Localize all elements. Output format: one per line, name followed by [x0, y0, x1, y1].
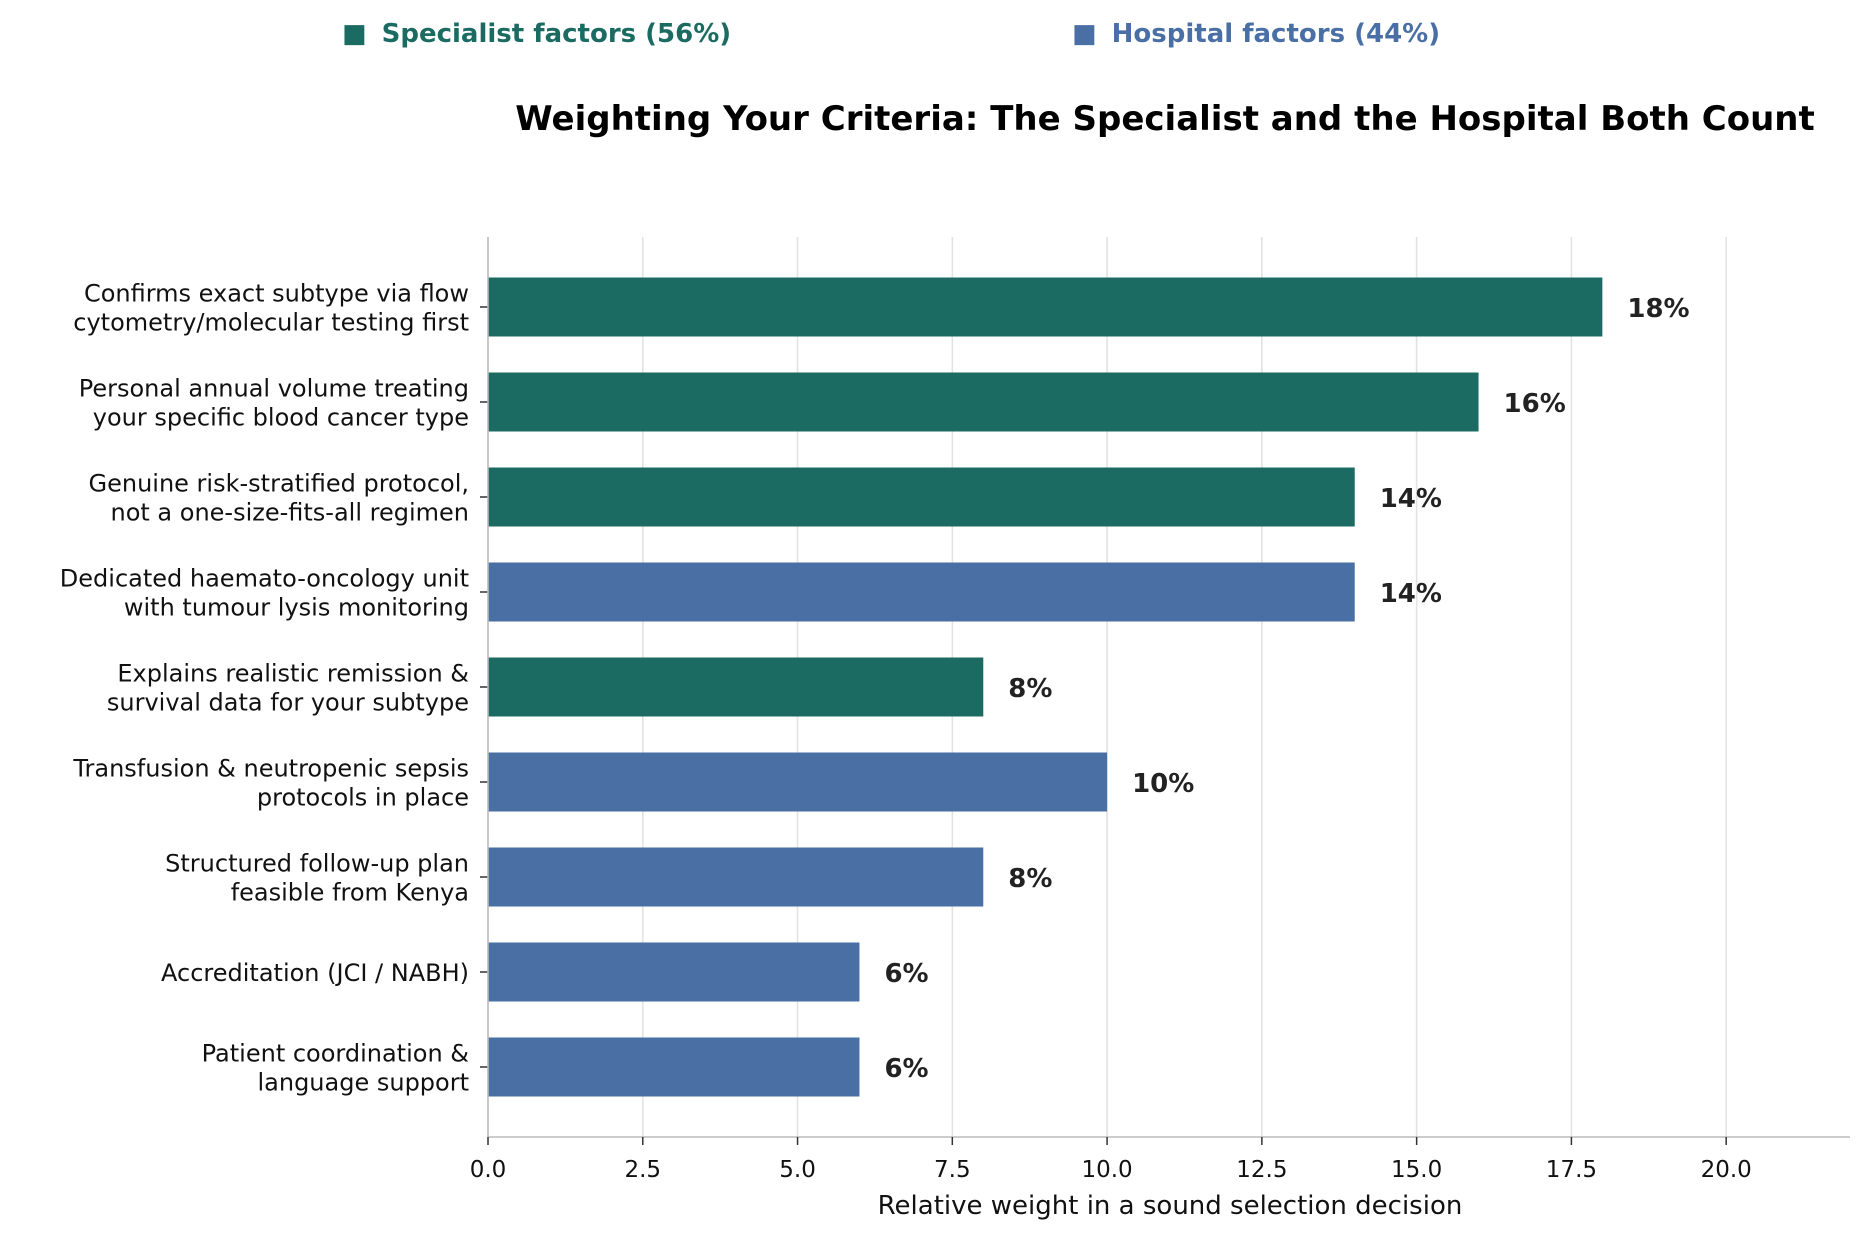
bar-5: [488, 752, 1108, 812]
category-label-line: Transfusion & neutropenic sepsis: [72, 755, 469, 783]
category-label-line: language support: [257, 1069, 469, 1097]
category-label-line: survival data for your subtype: [107, 689, 469, 717]
value-label-5: 10%: [1132, 769, 1194, 799]
category-label-6: Structured follow-up plan feasible from K…: [165, 850, 469, 907]
chart-title: Weighting Your Criteria: The Specialist …: [515, 99, 1815, 139]
category-label-line: not a one-size-fits-all regimen: [110, 499, 469, 527]
x-tick-label-5: 12.5: [1236, 1157, 1287, 1183]
x-tick-label-6: 15.0: [1391, 1157, 1442, 1183]
category-label-line: Structured follow-up plan: [165, 850, 469, 878]
category-label-4: Explains realistic remission & survival d…: [107, 660, 469, 717]
legend-marker-specialist: ■: [342, 19, 367, 49]
x-tick-label-0: 0.0: [470, 1157, 507, 1183]
legend-label-specialist: Specialist factors (56%): [382, 19, 732, 49]
category-label-5: Transfusion & neutropenic sepsis protocol…: [72, 755, 469, 812]
category-label-1: Personal annual volume treating your spec…: [79, 375, 469, 432]
x-tick-label-4: 10.0: [1081, 1157, 1132, 1183]
x-tick-label-2: 5.0: [779, 1157, 816, 1183]
bar-6: [488, 847, 984, 907]
category-label-line: feasible from Kenya: [231, 879, 469, 907]
legend-label-hospital: Hospital factors (44%): [1112, 19, 1440, 49]
value-label-0: 18%: [1627, 294, 1689, 324]
category-label-7: Accreditation (JCI / NABH): [161, 959, 469, 987]
bar-4: [488, 657, 984, 717]
category-label-8: Patient coordination & language support: [202, 1040, 469, 1097]
x-tick-label-8: 20.0: [1701, 1157, 1752, 1183]
axes: [480, 237, 1850, 1138]
category-label-0: Confirms exact subtype via flow cytometry…: [73, 280, 469, 337]
x-axis-label: Relative weight in a sound selection dec…: [878, 1191, 1463, 1221]
category-label-line: Genuine risk-stratified protocol,: [89, 470, 470, 498]
bar-3: [488, 562, 1355, 622]
bars: [488, 277, 1603, 1097]
category-label-line: your specific blood cancer type: [93, 404, 469, 432]
bar-1: [488, 372, 1479, 432]
bar-7: [488, 942, 860, 1002]
value-label-4: 8%: [1008, 674, 1052, 704]
category-label-3: Dedicated haemato-oncology unit with tumo…: [60, 565, 469, 622]
value-labels: 18% 16% 14% 14% 8% 10% 8% 6% 6%: [884, 294, 1689, 1084]
value-label-1: 16%: [1504, 389, 1566, 419]
bar-2: [488, 467, 1355, 527]
value-label-8: 6%: [884, 1054, 928, 1084]
x-tick-label-1: 2.5: [624, 1157, 661, 1183]
x-axis-ticks: 0.0 2.5 5.0 7.5 10.0 12.5 15.0 17.5 20.0: [470, 1137, 1752, 1183]
legend-entry-hospital: ■ Hospital factors (44%): [1072, 19, 1440, 49]
bar-8: [488, 1037, 860, 1097]
x-tick-label-7: 17.5: [1546, 1157, 1597, 1183]
legend-marker-hospital: ■: [1072, 19, 1097, 49]
value-label-3: 14%: [1380, 579, 1442, 609]
legend-entry-specialist: ■ Specialist factors (56%): [342, 19, 731, 49]
category-label-line: Explains realistic remission &: [117, 660, 469, 688]
category-label-line: protocols in place: [257, 784, 469, 812]
category-labels: Confirms exact subtype via flow cytometry…: [60, 280, 469, 1097]
category-label-line: Dedicated haemato-oncology unit: [60, 565, 469, 593]
category-label-line: with tumour lysis monitoring: [124, 594, 469, 622]
x-tick-label-3: 7.5: [934, 1157, 971, 1183]
category-label-2: Genuine risk-stratified protocol, not a o…: [89, 470, 470, 527]
category-label-line: Accreditation (JCI / NABH): [161, 959, 469, 987]
value-label-6: 8%: [1008, 864, 1052, 894]
value-label-7: 6%: [884, 959, 928, 989]
bar-0: [488, 277, 1603, 337]
value-label-2: 14%: [1380, 484, 1442, 514]
category-label-line: Confirms exact subtype via flow: [84, 280, 469, 308]
legend: ■ Specialist factors (56%) ■ Hospital fa…: [342, 19, 1440, 49]
category-label-line: Patient coordination &: [202, 1040, 469, 1068]
category-label-line: Personal annual volume treating: [79, 375, 469, 403]
category-label-line: cytometry/molecular testing first: [73, 309, 469, 337]
